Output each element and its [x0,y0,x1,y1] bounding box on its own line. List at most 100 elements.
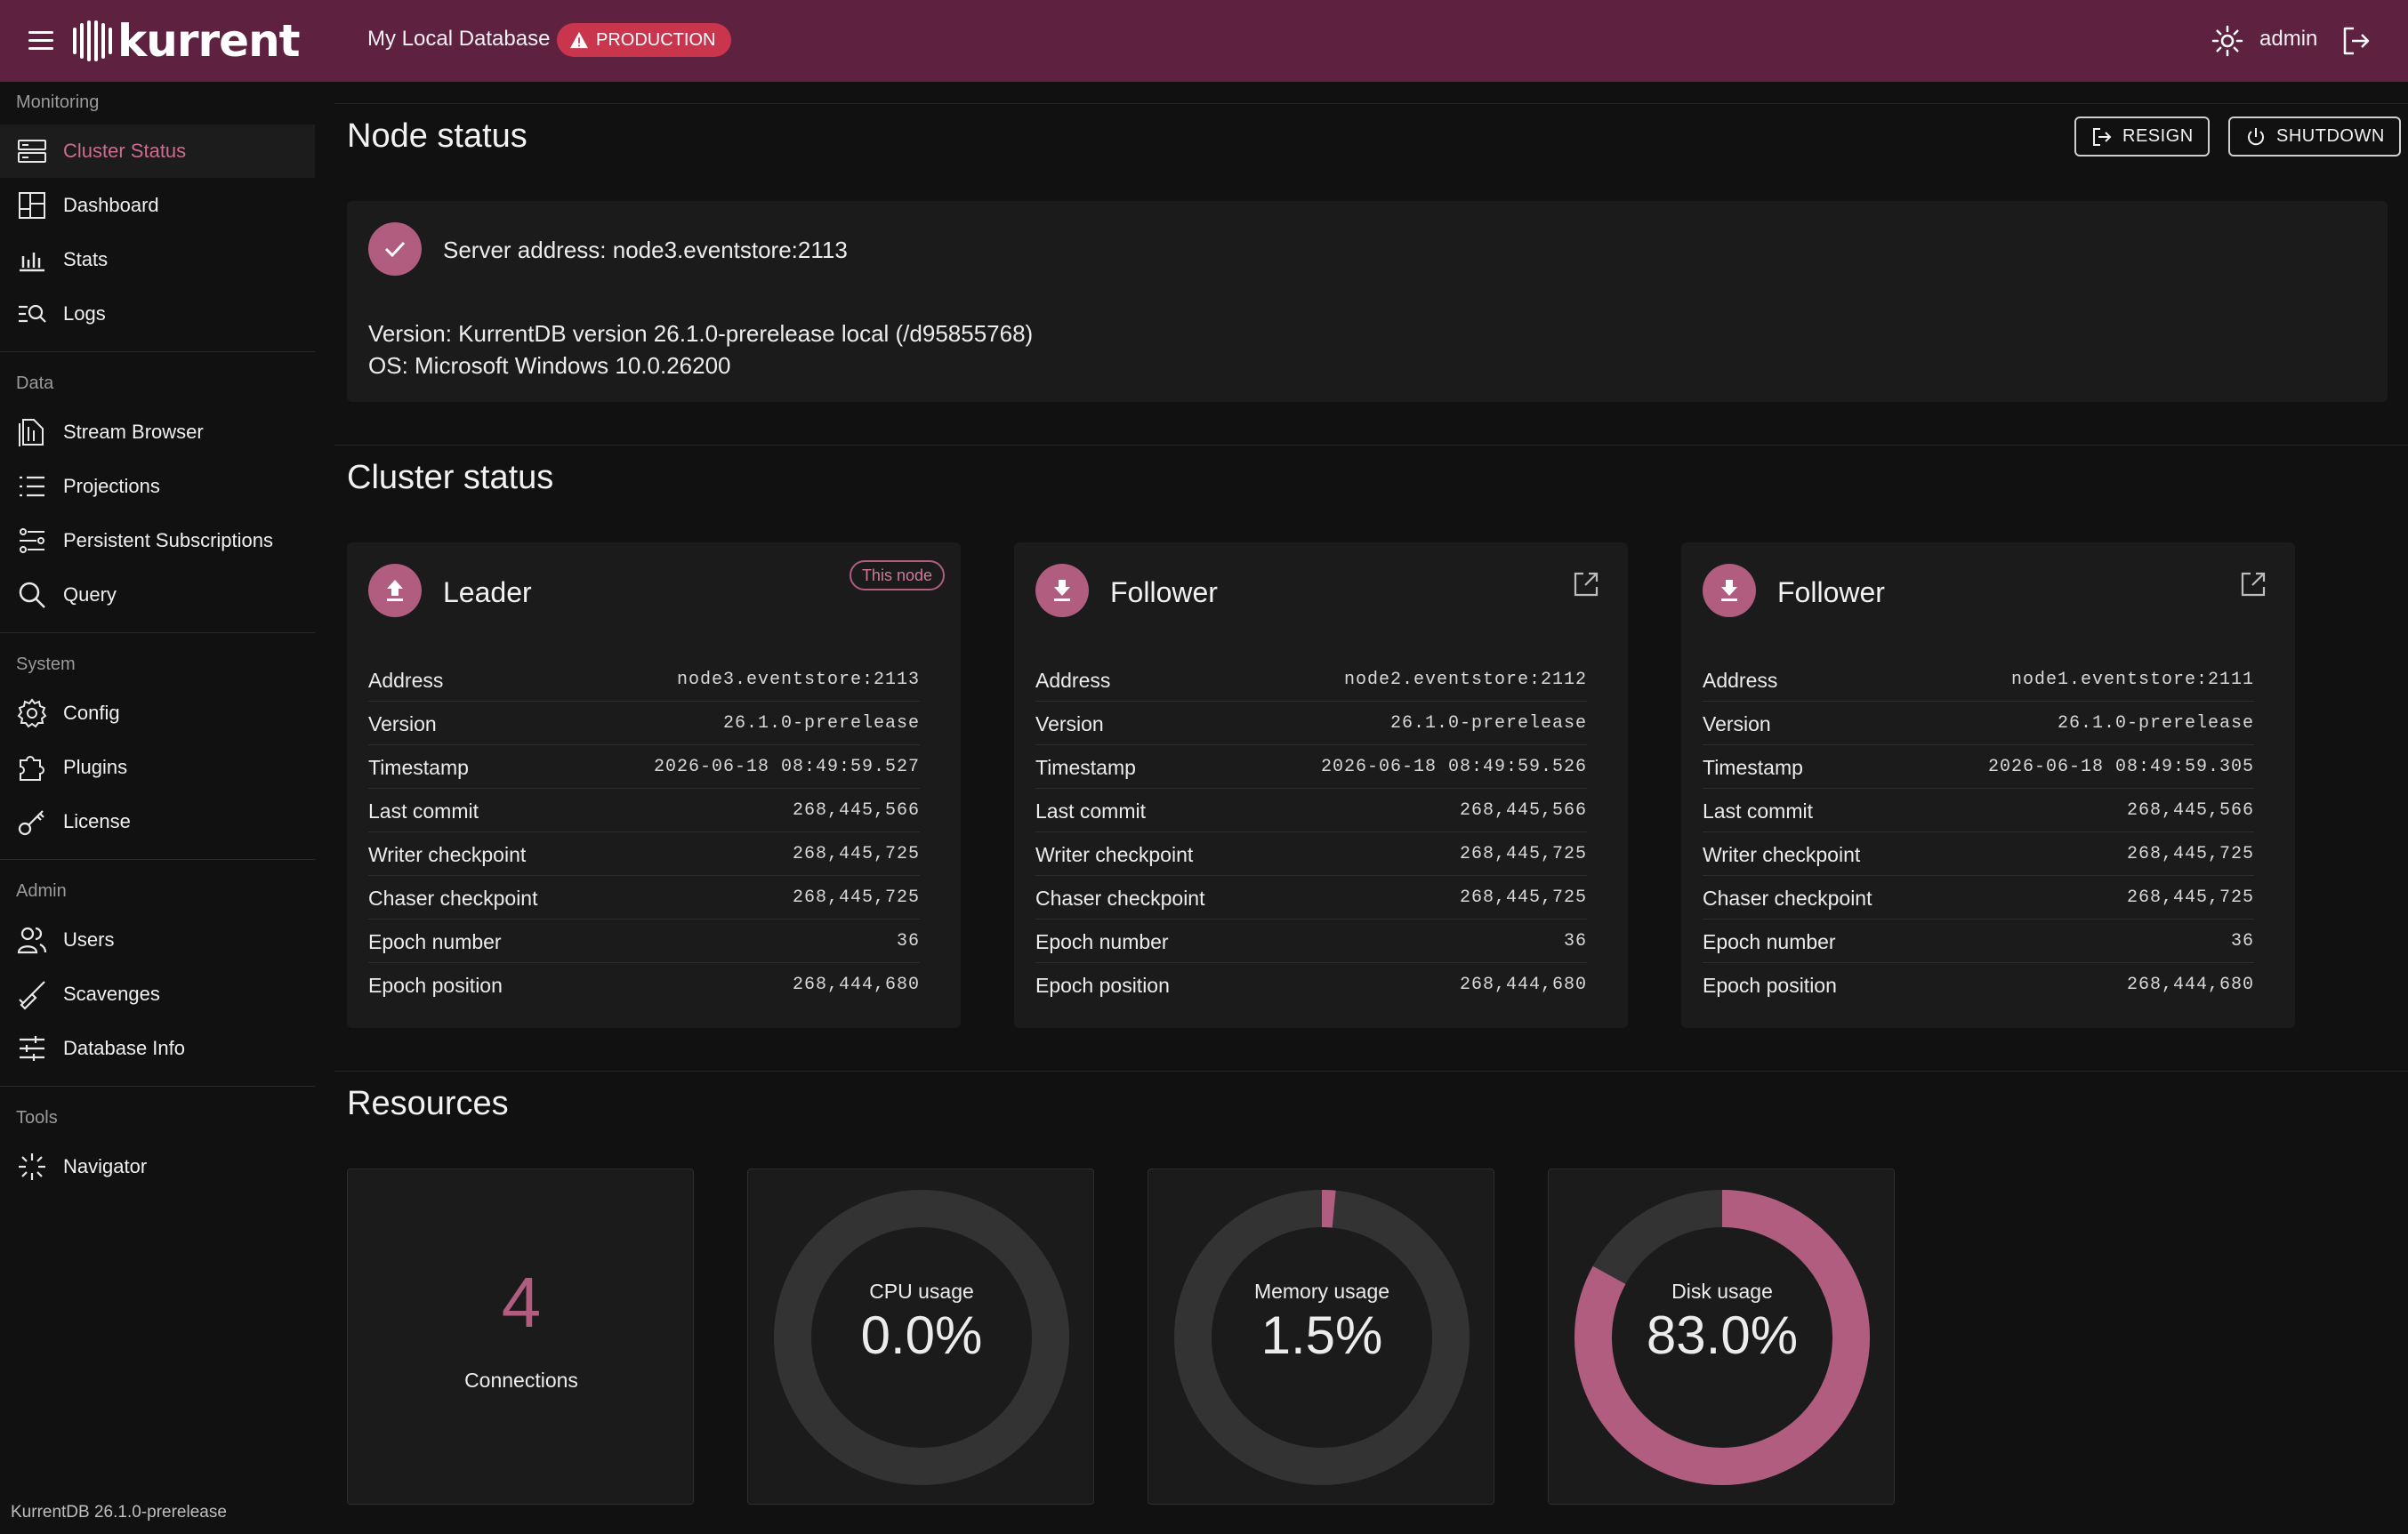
sidebar-item-database-info[interactable]: Database Info [0,1022,315,1075]
field-value: 268,445,725 [1459,844,1587,864]
field-value: 268,445,566 [2126,800,2254,821]
memory-usage-card: Memory usage 1.5% [1148,1169,1494,1505]
resign-button[interactable]: RESIGN [2074,116,2210,157]
node-field-row: Version 26.1.0-prerelease [368,702,920,745]
field-label: Last commit [1703,799,1813,823]
field-value: 36 [2230,931,2254,952]
node-field-row: Chaser checkpoint 268,445,725 [1035,876,1587,920]
sidebar-item-label: Logs [63,302,106,325]
node-field-row: Address node2.eventstore:2112 [1035,658,1587,702]
user-name[interactable]: admin [2259,27,2318,51]
kurrent-logo[interactable]: kurrent [73,15,301,67]
node-field-row: Last commit 268,445,566 [1703,789,2254,832]
gauge-label: Memory usage [1253,1280,1390,1303]
connections-count: 4 [501,1263,542,1342]
field-value: 2026-06-18 08:49:59.305 [1987,757,2254,777]
node-field-row: Epoch number 36 [1035,920,1587,963]
field-label: Epoch position [1703,974,1837,997]
nav-group-admin: Admin [16,881,67,901]
node-field-row: Timestamp 2026-06-18 08:49:59.526 [1035,745,1587,789]
sidebar-item-cluster-status[interactable]: Cluster Status [0,124,315,178]
field-value: 36 [1563,931,1587,952]
logo-text: kurrent [117,15,301,67]
field-label: Epoch number [1703,930,1836,953]
field-label: Last commit [368,799,479,823]
gauge-label: CPU usage [869,1280,974,1303]
field-label: Version [368,712,437,735]
gear-icon [17,698,47,728]
sidebar-item-persistent-subscriptions[interactable]: Persistent Subscriptions [0,514,315,567]
server-version: Version: KurrentDB version 26.1.0-prerel… [368,320,1034,347]
nav-group-system: System [16,655,76,674]
sidebar-item-config[interactable]: Config [0,687,315,740]
external-link-icon[interactable] [1571,569,1601,599]
field-label: Writer checkpoint [1035,843,1194,866]
nav-divider [0,632,315,633]
subscriptions-icon [20,528,44,553]
shutdown-button[interactable]: SHUTDOWN [2228,116,2401,157]
server-icon [18,140,46,163]
menu-icon[interactable] [27,27,57,53]
node-field-row: Version 26.1.0-prerelease [1703,702,2254,745]
sidebar-item-query[interactable]: Query [0,568,315,622]
field-value: 268,444,680 [2126,975,2254,995]
cluster-status-title: Cluster status [347,459,554,496]
node-field-row: Last commit 268,445,566 [368,789,920,832]
cpu-usage-card: CPU usage 0.0% [747,1169,1094,1505]
theme-toggle-icon[interactable] [2210,23,2245,59]
node-card-follower: Follower Address node1.eventstore:2111 Ve… [1681,542,2295,1028]
server-info-card: Server address: node3.eventstore:2113 Ve… [347,201,2388,402]
sliders-icon [20,1036,44,1061]
field-label: Version [1035,712,1104,735]
field-value: 36 [896,931,920,952]
sidebar-item-label: Plugins [63,756,128,778]
logout-icon[interactable] [2338,23,2373,59]
node-role: Follower [1110,576,1218,608]
sidebar-item-navigator[interactable]: Navigator [0,1140,315,1193]
search-icon [19,582,45,608]
sidebar-item-stream-browser[interactable]: Stream Browser [0,406,315,459]
environment-badge-label: PRODUCTION [596,29,716,50]
sidebar-item-scavenges[interactable]: Scavenges [0,968,315,1021]
sidebar-item-projections[interactable]: Projections [0,460,315,513]
section-divider [334,1071,2408,1072]
node-field-row: Epoch number 36 [368,920,920,963]
sidebar-item-users[interactable]: Users [0,913,315,967]
sidebar-item-label: Persistent Subscriptions [63,529,273,551]
node-field-row: Writer checkpoint 268,445,725 [368,832,920,876]
field-value: 268,445,725 [792,887,920,908]
node-field-row: Timestamp 2026-06-18 08:49:59.527 [368,745,920,789]
resign-icon [2093,127,2112,146]
navigator-icon [19,1153,45,1180]
memory-usage-gauge [1174,1190,1470,1485]
field-value: 268,445,725 [2126,844,2254,864]
sidebar-item-plugins[interactable]: Plugins [0,741,315,794]
node-card-leader: Leader This node Address node3.eventstore… [347,542,961,1028]
users-icon [17,927,47,954]
field-value: 268,444,680 [792,975,920,995]
logo-bars-icon [73,20,112,61]
sidebar-item-label: Stats [63,248,109,270]
sidebar-item-dashboard[interactable]: Dashboard [0,179,315,232]
check-icon [368,222,422,276]
resign-label: RESIGN [2122,126,2194,146]
sidebar-item-logs[interactable]: Logs [0,287,315,341]
external-link-icon[interactable] [2238,569,2268,599]
sidebar-item-stats[interactable]: Stats [0,233,315,286]
sidebar-item-label: Config [63,702,120,724]
download-icon [1703,564,1756,617]
sidebar-item-label: Scavenges [63,983,160,1005]
nav-group-tools: Tools [16,1108,58,1128]
disk-usage-gauge [1574,1190,1870,1485]
server-address: Server address: node3.eventstore:2113 [443,237,848,263]
nav-group-data: Data [16,373,54,393]
stream-icon [19,419,44,446]
sidebar-item-label: Query [63,583,117,606]
sidebar-item-license[interactable]: License [0,795,315,848]
field-label: Address [368,669,444,692]
field-label: Epoch number [1035,930,1169,953]
disk-usage-card: Disk usage 83.0% [1548,1169,1895,1505]
field-value: 26.1.0-prerelease [722,713,920,734]
field-label: Timestamp [1035,756,1136,779]
sidebar-item-label: Dashboard [63,194,159,216]
